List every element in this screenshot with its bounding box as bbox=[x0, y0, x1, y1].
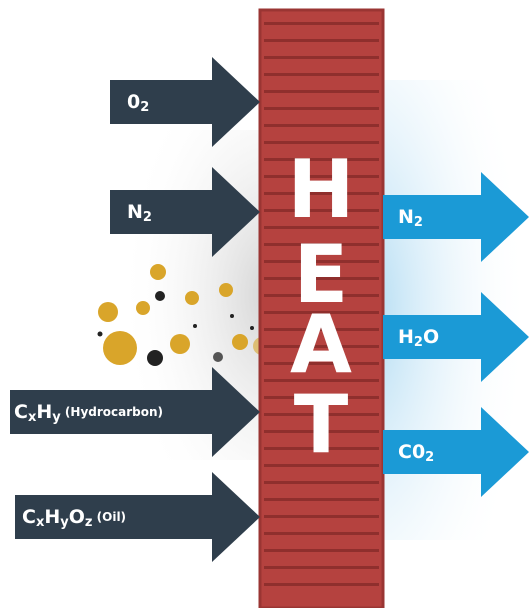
wall-stripe bbox=[264, 22, 379, 25]
wall-stripe bbox=[264, 277, 379, 280]
wall-edge bbox=[258, 8, 385, 608]
wall-stripe bbox=[264, 141, 379, 144]
label-part: H bbox=[44, 506, 60, 528]
label-part: 2 bbox=[414, 335, 423, 350]
wall-stripe bbox=[264, 481, 379, 484]
arrow-label: C02 bbox=[398, 441, 434, 465]
wall-stripe bbox=[264, 362, 379, 365]
input-arrow bbox=[15, 472, 260, 562]
output-arrow bbox=[383, 407, 529, 497]
wall-stripe bbox=[264, 328, 379, 331]
label-part: 2 bbox=[425, 450, 434, 465]
wall-stripe bbox=[264, 345, 379, 348]
wall-stripe bbox=[264, 566, 379, 569]
heat-wall bbox=[258, 8, 385, 608]
label-part: C bbox=[14, 401, 28, 423]
label-part: O bbox=[69, 506, 85, 528]
label-part: H bbox=[36, 401, 52, 423]
label-part: C bbox=[22, 506, 36, 528]
label-part: C0 bbox=[398, 441, 425, 463]
label-part: (Oil) bbox=[92, 510, 126, 524]
wall-stripe bbox=[264, 90, 379, 93]
label-part: N bbox=[127, 201, 143, 223]
wall-stripe bbox=[264, 243, 379, 246]
wall-stripe bbox=[264, 39, 379, 42]
label-part: H bbox=[398, 326, 414, 348]
wall-stripe bbox=[264, 294, 379, 297]
wall-stripe bbox=[264, 515, 379, 518]
wall-stripe bbox=[264, 107, 379, 110]
input-arrow bbox=[110, 167, 260, 257]
wall-stripe bbox=[264, 124, 379, 127]
wall-stripe bbox=[264, 175, 379, 178]
label-part: (Hydrocarbon) bbox=[61, 405, 163, 419]
label-part: O bbox=[423, 326, 439, 348]
wall-stripe bbox=[264, 209, 379, 212]
label-part: y bbox=[60, 515, 69, 530]
heat-letter: H bbox=[288, 143, 355, 236]
label-part: 0 bbox=[127, 91, 140, 113]
wall-stripe bbox=[264, 549, 379, 552]
arrow-label: 02 bbox=[127, 91, 149, 115]
output-arrow bbox=[383, 292, 529, 382]
wall-stripe bbox=[264, 464, 379, 467]
wall-stripe bbox=[264, 311, 379, 314]
label-part: 2 bbox=[140, 100, 149, 115]
heat-letter: A bbox=[290, 298, 352, 391]
wall-stripe bbox=[264, 583, 379, 586]
wall-stripe bbox=[264, 498, 379, 501]
wall-stripe bbox=[264, 413, 379, 416]
wall-stripe bbox=[264, 226, 379, 229]
label-part: x bbox=[36, 515, 45, 530]
wall-stripe bbox=[264, 447, 379, 450]
wall-stripe bbox=[264, 532, 379, 535]
heat-letter: E bbox=[294, 228, 349, 321]
wall-stripe bbox=[264, 430, 379, 433]
label-part: 2 bbox=[414, 215, 423, 230]
wall-stripe bbox=[264, 260, 379, 263]
label-part: x bbox=[28, 410, 37, 425]
wall-stripe bbox=[264, 158, 379, 161]
arrow-label: CxHyOz (Oil) bbox=[22, 506, 126, 530]
label-part: z bbox=[85, 515, 93, 530]
output-arrow bbox=[383, 172, 529, 262]
arrow-label: CxHy (Hydrocarbon) bbox=[14, 401, 163, 425]
heat-letter: T bbox=[294, 378, 349, 471]
arrow-label: N2 bbox=[398, 206, 423, 230]
arrow-label: N2 bbox=[127, 201, 152, 225]
wall-stripe bbox=[264, 192, 379, 195]
wall-stripe bbox=[264, 379, 379, 382]
label-part: y bbox=[52, 410, 61, 425]
arrow-label: H2O bbox=[398, 326, 439, 350]
label-part: N bbox=[398, 206, 414, 228]
label-part: 2 bbox=[143, 210, 152, 225]
wall-stripe bbox=[264, 73, 379, 76]
input-arrow bbox=[10, 367, 260, 457]
wall-stripe bbox=[264, 56, 379, 59]
input-arrow bbox=[110, 57, 260, 147]
wall-stripe bbox=[264, 396, 379, 399]
